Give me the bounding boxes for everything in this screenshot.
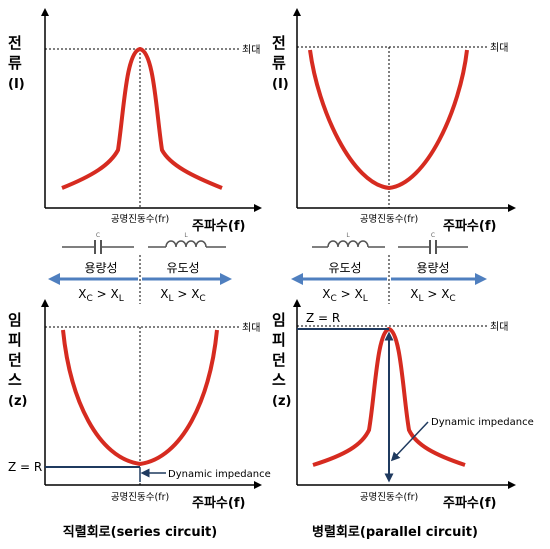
impedance-curve [61, 329, 219, 467]
y-axis-char-3: 던 [8, 351, 22, 369]
x-axis-label: 주파수(f) [443, 219, 496, 234]
z-equals-r-label: Z = R [306, 311, 340, 325]
y-axis-char-1: 전 [8, 34, 22, 52]
series-impedance-graph: 임 피 던 스 (z) 최대 Z = R Dynamic impedance 공… [8, 299, 271, 511]
resonance-label: 공명진동수(fr) [111, 492, 169, 503]
y-axis-char-5: (z) [8, 394, 27, 409]
series-current-graph: 전 류 (I) 최대 공명진동수(fr) 주파수(f) [8, 8, 262, 234]
y-axis-char-2: 피 [8, 331, 22, 349]
resonance-label: 공명진동수(fr) [111, 214, 169, 225]
left-word: 용량성 [84, 261, 117, 275]
right-relation: XL > XC [160, 287, 205, 304]
y-axis-char-4: 스 [8, 371, 22, 389]
series-reactance-band: C L 용량성 유도성 XC > XL XL > XC [48, 232, 232, 304]
right-word: 유도성 [166, 261, 199, 275]
x-axis-label: 주파수(f) [192, 496, 245, 511]
capacitor-letter: C [431, 232, 435, 239]
x-axis-label: 주파수(f) [443, 496, 496, 511]
capacitor-letter: C [96, 232, 100, 239]
parallel-caption: 병렬회로(parallel circuit) [312, 524, 478, 540]
resonance-label: 공명진동수(fr) [360, 492, 418, 503]
right-relation: XL > XC [410, 287, 455, 304]
right-word: 용량성 [416, 261, 449, 275]
resonance-label: 공명진동수(fr) [360, 214, 418, 225]
y-axis-char-1: 임 [272, 311, 286, 329]
parallel-current-graph: 전 류 (I) 최대 공명진동수(fr) 주파수(f) [272, 8, 516, 234]
current-curve [308, 49, 469, 191]
max-label: 최대 [242, 44, 260, 56]
y-axis-char-3: (I) [8, 77, 25, 92]
y-axis-char-4: 스 [272, 371, 286, 389]
inductor-letter: L [184, 232, 188, 239]
y-axis-char-1: 임 [8, 311, 22, 329]
parallel-reactance-band: L C 유도성 용량성 XC > XL XL > XC [291, 232, 487, 304]
y-axis-char-2: 류 [8, 54, 22, 72]
dynamic-impedance-label: Dynamic impedance [168, 469, 271, 480]
dynamic-impedance-label: Dynamic impedance [431, 417, 534, 428]
left-relation: XC > XL [78, 287, 123, 304]
z-equals-r-label: Z = R [8, 460, 42, 474]
y-axis-char-3: 던 [272, 351, 286, 369]
y-axis-char-5: (z) [272, 394, 291, 409]
left-relation: XC > XL [322, 287, 367, 304]
y-axis-char-2: 피 [272, 331, 286, 349]
max-label: 최대 [242, 322, 260, 334]
inductor-coil [165, 240, 207, 248]
left-word: 유도성 [328, 261, 361, 275]
current-curve [61, 46, 223, 190]
max-label: 최대 [490, 42, 508, 54]
inductor-coil [327, 240, 369, 248]
parallel-impedance-graph: 임 피 던 스 (z) 최대 Z = R Dynamic impedance 공… [272, 299, 534, 511]
y-axis-char-1: 전 [272, 34, 286, 52]
dynamic-pointer [390, 421, 429, 462]
inductor-letter: L [346, 232, 350, 239]
y-axis-char-3: (I) [272, 77, 289, 92]
x-axis-label: 주파수(f) [192, 219, 245, 234]
y-axis-char-2: 류 [272, 54, 286, 72]
max-label: 최대 [490, 321, 508, 333]
series-caption: 직렬회로(series circuit) [63, 524, 217, 540]
